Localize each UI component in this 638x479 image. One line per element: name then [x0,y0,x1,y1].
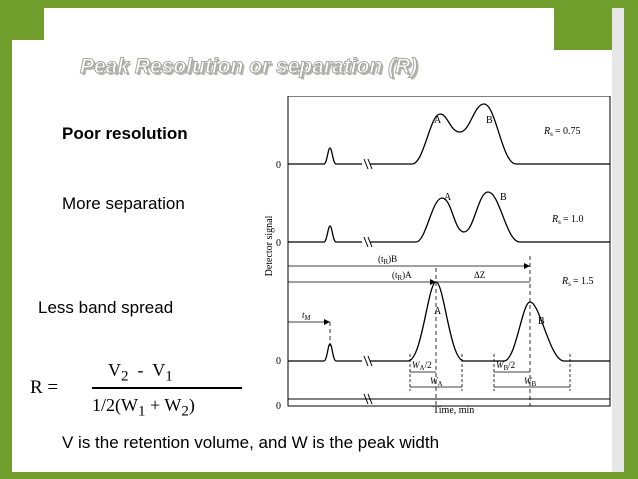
eq-v2-sub: 2 [121,368,129,385]
corner-decoration-right [554,8,612,50]
author-credit: By: Mahmoud Galal Zidan [472,460,588,471]
wb-label: WB [524,376,537,388]
delta-z-label: ΔZ [474,270,485,280]
axis-label-detector-signal: Detector signal [264,215,275,276]
trb-label: (tR)B [378,254,397,266]
equation-denominator: 1/2(W1 + W2) [92,395,195,421]
figure-border [287,96,611,407]
equation-lhs: R = [30,377,59,398]
wa-label: WA [430,376,443,388]
eq-minus: - [137,360,144,380]
peak-label-a-3: A [434,306,442,317]
zero-label-4: 0 [276,401,281,412]
equation-numerator: V2 - V1 [108,360,173,386]
chromatogram-figure: Detector signal 0 0 0 0 A B Rs = 0.75 A B… [258,96,612,418]
wa-half-label: WA/2 [412,360,432,372]
eq-w2-sub: 2 [181,403,189,420]
trace-more-separation [288,191,610,243]
label-poor-resolution: Poor resolution [62,124,188,143]
slide-title: Peak Resolution or separation (R) [79,55,418,79]
zero-label-2: 0 [276,238,281,249]
rs-label-2: Rs = 1.0 [551,214,583,226]
zero-label-3: 0 [276,356,281,367]
eq-plus: + [149,395,161,415]
eq-w1: 1/2(W [92,395,138,415]
eq-v1: V [152,360,166,380]
tra-label: (tR)A [392,270,412,282]
figure-background [258,96,612,418]
corner-decoration-left [12,8,44,40]
rs-label-3: Rs = 1.5 [561,276,593,288]
peak-label-b-1: B [486,115,493,126]
equation-fraction-bar [92,387,242,389]
trace-poor-resolution [288,103,610,165]
axis-break-4 [363,393,373,405]
tra-arrowhead [430,279,436,285]
tm-arrowhead [324,319,330,325]
peak-label-a-1: A [434,115,442,126]
tm-label: tM [302,310,312,322]
axis-break-3 [363,355,373,367]
axis-break-1 [363,158,373,170]
label-more-separation: More separation [62,194,185,213]
explanation-text: V is the retention volume, and W is the … [62,433,440,452]
eq-close: ) [188,395,195,415]
peak-label-b-2: B [500,192,507,203]
peak-label-a-2: A [444,192,452,203]
label-less-band-spread: Less band spread [38,298,174,317]
eq-w2: W [164,395,182,415]
eq-v1-sub: 1 [165,368,173,385]
eq-v2: V [108,360,121,380]
axis-label-time: Time, min [433,405,474,416]
rs-label-1: Rs = 0.75 [543,126,580,138]
eq-w1-sub: 1 [137,403,146,420]
peak-label-b-3: B [538,316,545,327]
trb-arrowhead [524,263,530,269]
zero-label-1: 0 [276,160,281,171]
axis-break-2 [363,236,373,248]
wb-half-label: WB/2 [496,360,515,372]
